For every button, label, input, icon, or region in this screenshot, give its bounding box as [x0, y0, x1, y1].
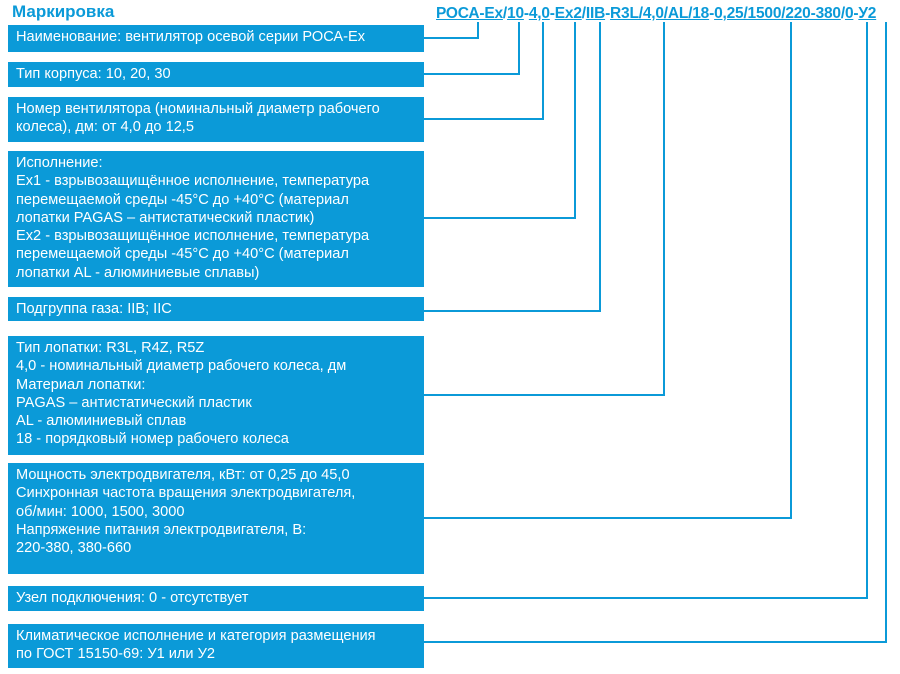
box-blade: Тип лопатки: R3L, R4Z, R5Z 4,0 - номинал…: [8, 336, 424, 455]
code-climate: У2: [858, 5, 877, 22]
box-gas-group: Подгруппа газа: IIB; IIC: [8, 297, 424, 321]
code-blade: R3L/4,0/AL/18: [610, 5, 710, 22]
box-execution: Исполнение: Ex1 - взрывозащищённое испол…: [8, 151, 424, 287]
connector-execution: [424, 22, 576, 219]
connector-gas-group: [424, 22, 601, 312]
code-connection: 0: [844, 5, 854, 22]
box-housing: Тип корпуса: 10, 20, 30: [8, 62, 424, 87]
code-sep: -: [853, 5, 859, 22]
code-execution: Ex2: [554, 5, 582, 22]
code-sep: -: [549, 5, 555, 22]
code-sep: -: [523, 5, 529, 22]
code-motor: 0,25/1500/220-380: [714, 5, 841, 22]
marking-code: РОСА-Ex/10-4,0-Ex2/IIB-R3L/4,0/AL/18-0,2…: [436, 5, 876, 23]
code-gas-group: IIB: [585, 5, 606, 22]
connector-blade: [424, 22, 665, 396]
box-motor: Мощность электродвигателя, кВт: от 0,25 …: [8, 463, 424, 574]
connector-series: [424, 22, 479, 39]
code-sep: /: [581, 5, 586, 22]
code-sep: /: [502, 5, 508, 22]
connector-size: [424, 22, 544, 120]
box-connection: Узел подключения: 0 - отсутствует: [8, 586, 424, 611]
box-size: Номер вентилятора (номинальный диаметр р…: [8, 97, 424, 142]
box-climate: Климатическое исполнение и категория раз…: [8, 624, 424, 668]
box-name: Наименование: вентилятор осевой серии РО…: [8, 25, 424, 52]
connector-climate: [424, 22, 887, 643]
code-size: 4,0: [528, 5, 550, 22]
page-title: Маркировка: [12, 2, 115, 21]
code-series: РОСА-Ex: [436, 5, 503, 22]
code-housing: 10: [507, 5, 524, 22]
connector-connection: [424, 22, 868, 599]
code-sep: /: [840, 5, 845, 22]
code-sep: -: [709, 5, 715, 22]
connector-housing: [424, 22, 520, 75]
connector-motor: [424, 22, 792, 519]
code-sep: -: [605, 5, 611, 22]
